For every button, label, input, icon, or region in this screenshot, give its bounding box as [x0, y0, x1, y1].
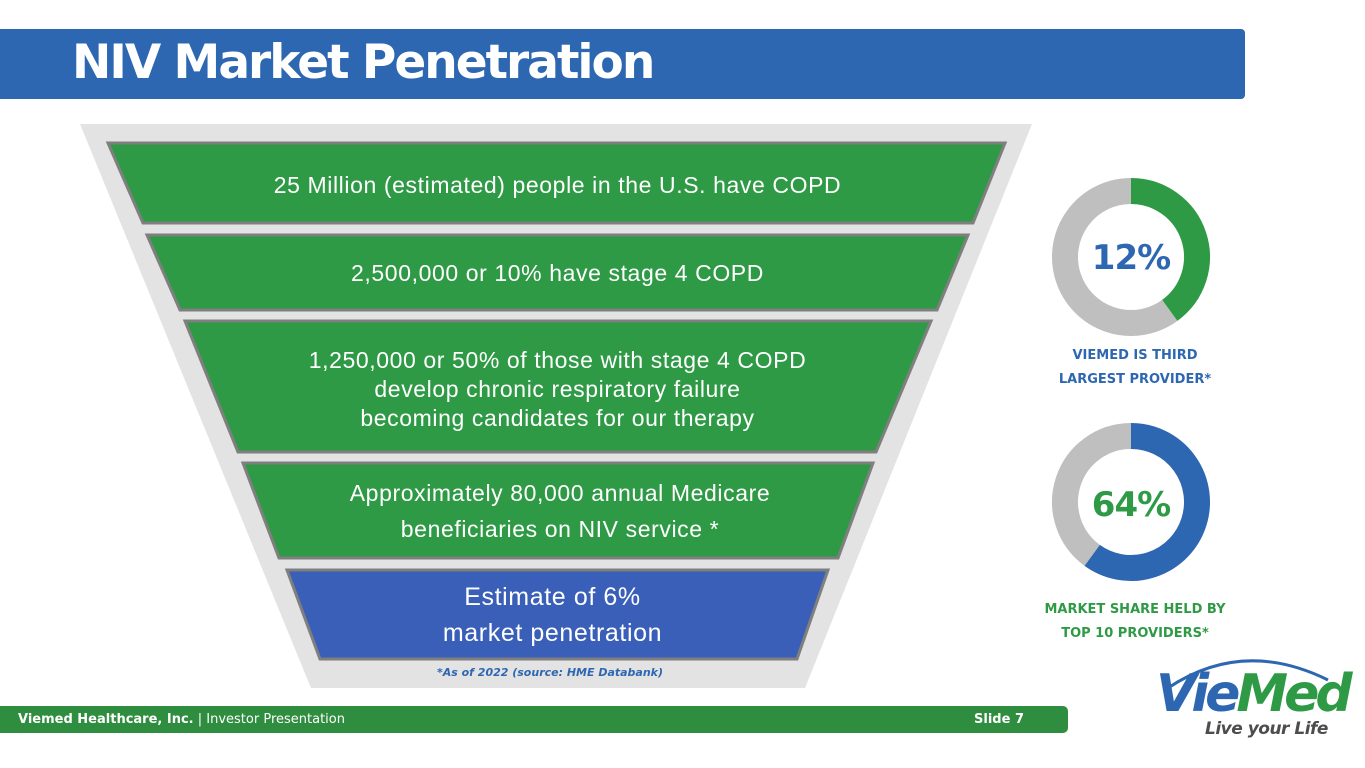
- funnel-tier-3-text: 1,250,000 or 50% of those with stage 4 C…: [308, 346, 807, 431]
- donut-2-remainder-segment: [1052, 423, 1132, 566]
- viemed-logo: VieMed Live your Life: [1148, 648, 1353, 744]
- funnel-tier-5-text: Estimate of 6% market penetration: [442, 583, 663, 647]
- funnel-tier-1-shape: [105, 141, 1008, 225]
- donut-2-caption: MARKET SHARE HELD BY TOP 10 PROVIDERS*: [1044, 602, 1226, 641]
- footer-company: Viemed Healthcare, Inc. | Investor Prese…: [18, 706, 345, 733]
- footer-bar: [0, 706, 1068, 733]
- funnel-tier-5-shape: [284, 568, 831, 661]
- slide-number: Slide 7: [974, 712, 1024, 727]
- funnel-tier-2-text: 2,500,000 or 10% have stage 4 COPD: [351, 260, 764, 286]
- donut-2-value: 64%: [1091, 485, 1171, 525]
- funnel-tier-4-text: Approximately 80,000 annual Medicare ben…: [349, 480, 771, 542]
- funnel-footnote: *As of 2022 (source: HME Databank): [436, 666, 664, 679]
- funnel-tier-3-shape: [182, 319, 934, 454]
- donut-1-caption: VIEMED IS THIRD LARGEST PROVIDER*: [1058, 348, 1212, 387]
- logo-swoosh: [1167, 659, 1329, 690]
- funnel-tier-4-shape: [240, 461, 876, 560]
- donut-chart-third-largest: [1052, 178, 1210, 336]
- logo-tagline: Live your Life: [1205, 719, 1328, 739]
- donut-1-remainder-segment: [1052, 178, 1178, 336]
- footer-subtitle: Investor Presentation: [206, 712, 345, 727]
- donut-1-value: 12%: [1091, 238, 1171, 278]
- footer-separator: |: [193, 712, 207, 727]
- logo-wordmark-med: Med: [1236, 664, 1352, 724]
- funnel-tier-1-text: 25 Million (estimated) people in the U.S…: [273, 172, 842, 198]
- logo-wordmark-vie: Vie: [1156, 664, 1240, 724]
- donut-chart-top-10-share: [1052, 423, 1210, 581]
- funnel-tier-2-shape: [144, 233, 971, 312]
- logo-wordmark: VieMed: [1156, 664, 1353, 724]
- slide-title: NIV Market Penetration: [72, 35, 655, 90]
- donut-2-accent-segment: [1084, 423, 1210, 581]
- footer-company-name: Viemed Healthcare, Inc.: [18, 712, 194, 727]
- donut-1-accent-segment: [1130, 178, 1210, 321]
- title-banner: [0, 29, 1245, 99]
